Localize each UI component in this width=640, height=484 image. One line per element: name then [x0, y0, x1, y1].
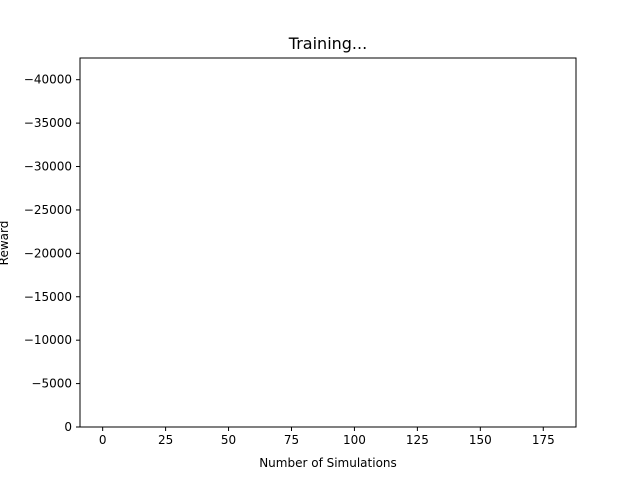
y-axis-ticks: 0 −5000 −10000 −15000 −20000 −25000 −30000 −350…: [24, 73, 80, 434]
y-tick-label: 0: [64, 420, 72, 434]
x-tick-label: 25: [158, 433, 173, 447]
x-tick-label: 125: [406, 433, 429, 447]
y-axis-label: Reward: [0, 221, 11, 266]
y-tick-label: −20000: [24, 246, 72, 260]
y-tick-label: −5000: [31, 377, 72, 391]
x-tick-label: 0: [99, 433, 107, 447]
y-tick-label: −35000: [24, 116, 72, 130]
x-axis-ticks: 0 25 50 75 100 125 150 175: [99, 427, 555, 447]
y-tick-label: −15000: [24, 290, 72, 304]
chart-title: Training...: [288, 34, 367, 53]
x-tick-label: 100: [343, 433, 366, 447]
y-tick-label: −30000: [24, 160, 72, 174]
y-tick-label: −25000: [24, 203, 72, 217]
x-tick-label: 150: [469, 433, 492, 447]
x-tick-label: 175: [532, 433, 555, 447]
y-tick-label: −10000: [24, 333, 72, 347]
x-axis-label: Number of Simulations: [259, 456, 397, 470]
x-tick-label: 50: [221, 433, 236, 447]
y-tick-label: −40000: [24, 73, 72, 87]
x-tick-label: 75: [284, 433, 299, 447]
plot-area: [79, 57, 577, 428]
